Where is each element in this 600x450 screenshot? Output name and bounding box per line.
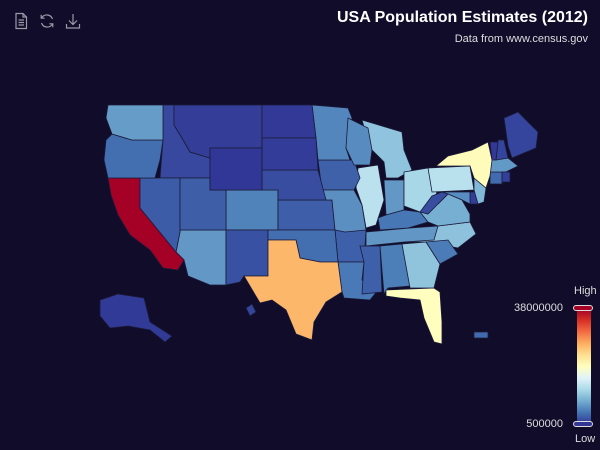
state-illinois[interactable] [355, 164, 385, 229]
state-kansas[interactable] [277, 199, 336, 231]
state-south-dakota[interactable] [261, 137, 319, 171]
visual-map-bottom-handle[interactable] [573, 421, 593, 427]
state-wisconsin[interactable] [345, 117, 373, 166]
state-indiana[interactable] [383, 179, 405, 216]
visual-map-max-value: 38000000 [514, 302, 563, 314]
document-icon [15, 12, 28, 30]
restore-button[interactable] [38, 12, 56, 30]
visual-map-low-label: Low [575, 433, 596, 445]
state-north-dakota[interactable] [261, 104, 317, 139]
state-missouri[interactable] [321, 189, 367, 233]
state-texas[interactable] [243, 239, 343, 341]
download-icon [65, 14, 81, 29]
state-colorado[interactable] [225, 189, 279, 231]
state-michigan[interactable] [361, 119, 413, 179]
state-nevada[interactable] [139, 177, 181, 253]
state-minnesota[interactable] [311, 104, 353, 161]
state-west-virginia[interactable] [419, 191, 449, 215]
toolbox [12, 12, 82, 30]
visual-map-top-handle[interactable] [573, 305, 593, 311]
visual-map-min-value: 500000 [526, 418, 563, 430]
state-hawaii[interactable] [245, 303, 257, 317]
state-florida[interactable] [385, 287, 443, 345]
state-mississippi[interactable] [359, 245, 383, 295]
state-washington[interactable] [105, 104, 164, 141]
state-rhode-island[interactable] [501, 171, 511, 183]
refresh-icon [40, 14, 54, 28]
data-view-button[interactable] [12, 12, 30, 30]
state-vermont[interactable] [489, 141, 499, 161]
save-image-button[interactable] [64, 12, 82, 30]
state-puerto-rico[interactable] [473, 331, 489, 339]
state-alabama[interactable] [379, 243, 411, 296]
state-new-york[interactable] [434, 141, 493, 189]
state-wyoming[interactable] [209, 147, 263, 191]
state-pennsylvania[interactable] [427, 165, 475, 193]
chart-title: USA Population Estimates (2012) [336, 9, 588, 26]
state-arizona[interactable] [175, 229, 227, 286]
visual-map-gradient-bar [577, 309, 591, 424]
state-connecticut[interactable] [489, 171, 503, 185]
states-layer [99, 104, 539, 345]
chart-subtitle: Data from www.census.gov [454, 33, 588, 45]
state-tennessee[interactable] [365, 225, 439, 247]
state-oregon[interactable] [103, 133, 164, 179]
state-south-carolina[interactable] [425, 239, 459, 265]
state-maine[interactable] [503, 111, 539, 159]
visual-map-high-label: High [574, 285, 597, 297]
state-alaska[interactable] [99, 293, 173, 343]
